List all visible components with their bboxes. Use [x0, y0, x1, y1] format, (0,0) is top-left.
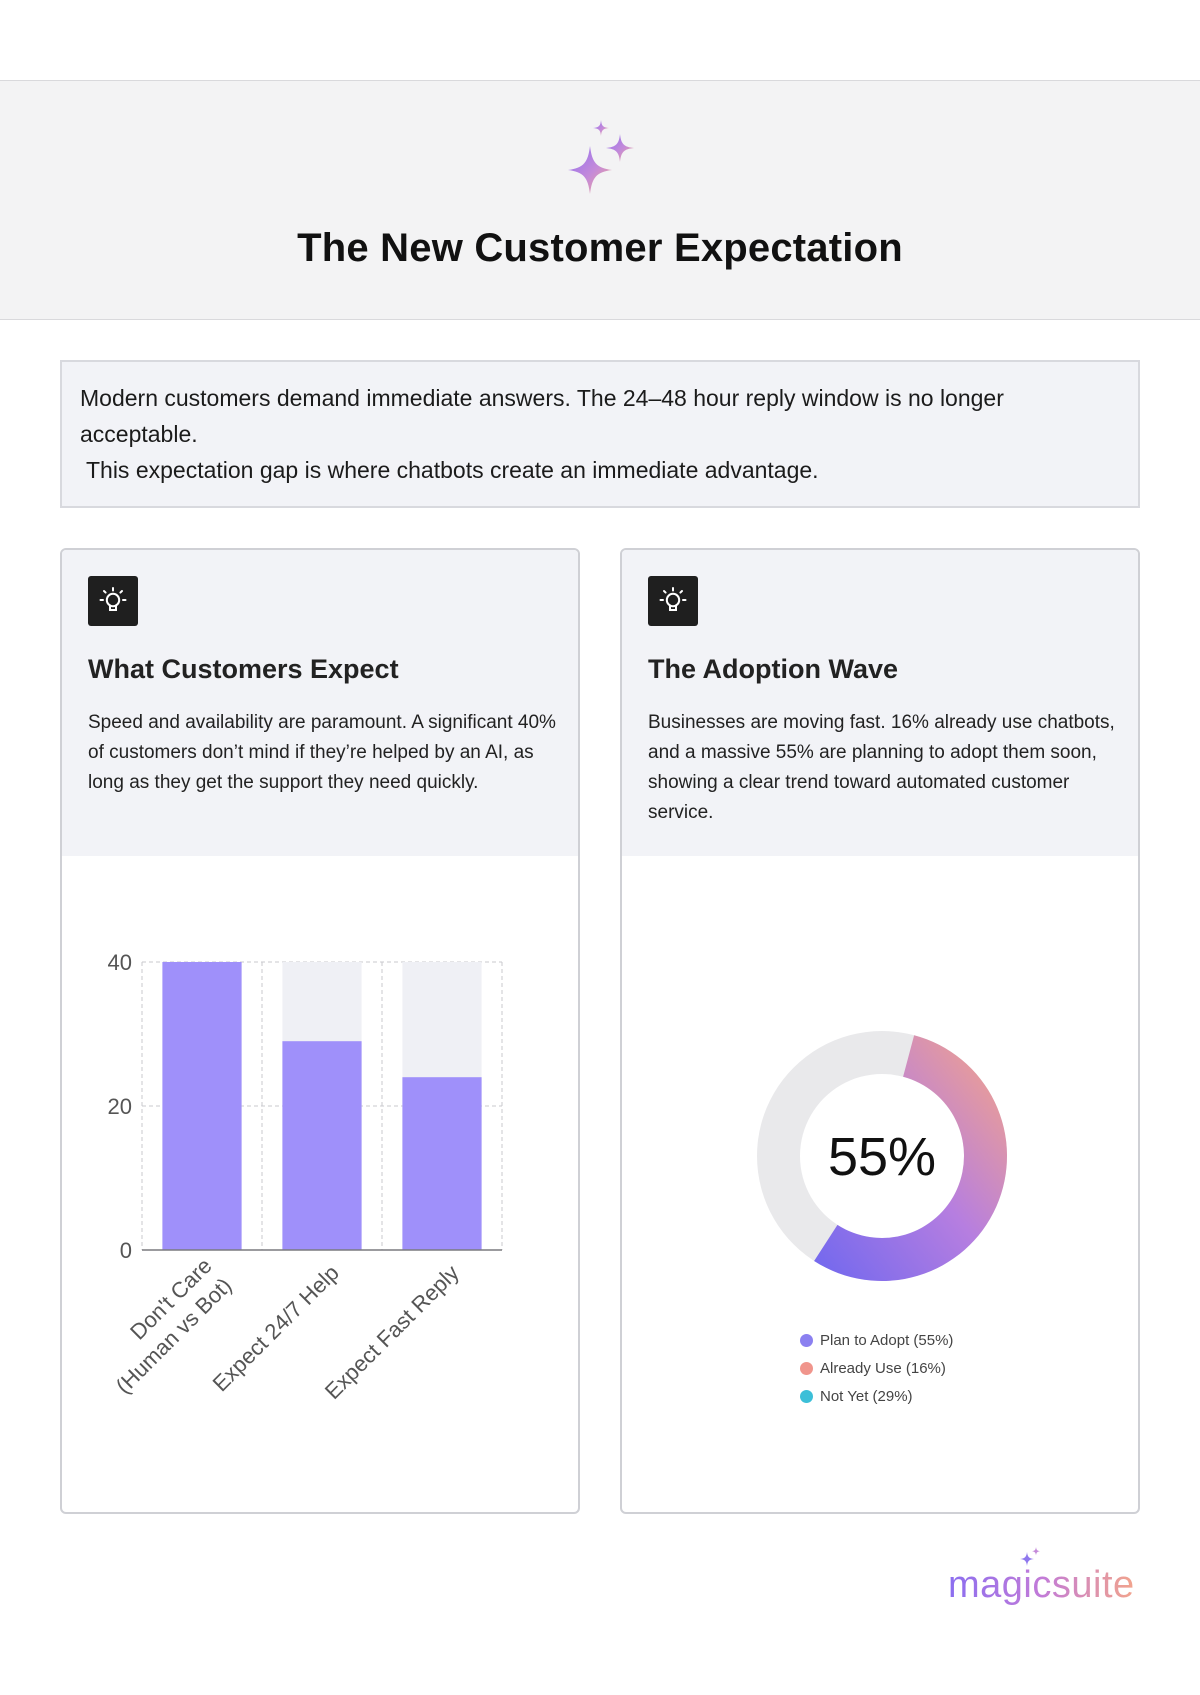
- page-title: The New Customer Expectation: [297, 226, 903, 270]
- bar: [402, 1077, 482, 1250]
- card-adoption-wave: The Adoption Wave Businesses are moving …: [620, 548, 1140, 1514]
- legend-label: Already Use (16%): [820, 1359, 946, 1377]
- card-header: The Adoption Wave Businesses are moving …: [622, 550, 1138, 856]
- brand-name: magicsuite: [948, 1564, 1135, 1606]
- legend-item: Already Use (16%): [800, 1354, 953, 1382]
- card-title: What Customers Expect: [88, 654, 399, 684]
- intro-text-line-1: Modern customers demand immediate answer…: [80, 385, 1004, 447]
- card-what-customers-expect: What Customers Expect Speed and availabi…: [60, 548, 580, 1514]
- lightbulb-icon: [88, 576, 138, 626]
- chart-legend: Plan to Adopt (55%) Already Use (16%) Not …: [800, 1326, 953, 1410]
- legend-label: Plan to Adopt (55%): [820, 1331, 954, 1349]
- x-tick-label-line: Expect Fast Reply: [320, 1260, 464, 1404]
- lightbulb-icon: [648, 576, 698, 626]
- y-tick-label: 40: [108, 950, 132, 975]
- legend-swatch: [800, 1361, 813, 1375]
- sparkle-icon: [568, 120, 634, 194]
- legend-label: Not Yet (29%): [820, 1387, 913, 1405]
- legend-swatch: [800, 1389, 813, 1403]
- header-band: [0, 80, 1200, 320]
- card-title: The Adoption Wave: [648, 654, 898, 684]
- brand-logo: magicsuite: [948, 1547, 1138, 1620]
- donut-slice: [814, 1035, 1007, 1281]
- card-description: Speed and availability are paramount. A …: [88, 712, 556, 793]
- x-tick-label: Expect Fast Reply: [320, 1260, 464, 1404]
- card-header: What Customers Expect Speed and availabi…: [62, 550, 578, 856]
- sparkle-icon: [1020, 1547, 1040, 1566]
- card-description: Businesses are moving fast. 16% already …: [648, 712, 1115, 823]
- legend-item: Plan to Adopt (55%): [800, 1326, 953, 1354]
- x-tick-label: Expect 24/7 Help: [208, 1260, 344, 1396]
- donut-chart: 55%: [757, 1030, 1007, 1281]
- bar: [282, 1041, 362, 1250]
- legend-swatch: [800, 1333, 813, 1347]
- donut-center-label: 55%: [828, 1127, 936, 1187]
- y-tick-label: 20: [108, 1094, 132, 1119]
- intro-callout: Modern customers demand immediate answer…: [60, 360, 1140, 508]
- x-tick-label-line: Expect 24/7 Help: [208, 1260, 344, 1396]
- y-tick-label: 0: [120, 1238, 132, 1263]
- bar: [162, 962, 242, 1250]
- legend-item: Not Yet (29%): [800, 1382, 953, 1410]
- intro-text-line-2: This expectation gap is where chatbots c…: [80, 457, 819, 483]
